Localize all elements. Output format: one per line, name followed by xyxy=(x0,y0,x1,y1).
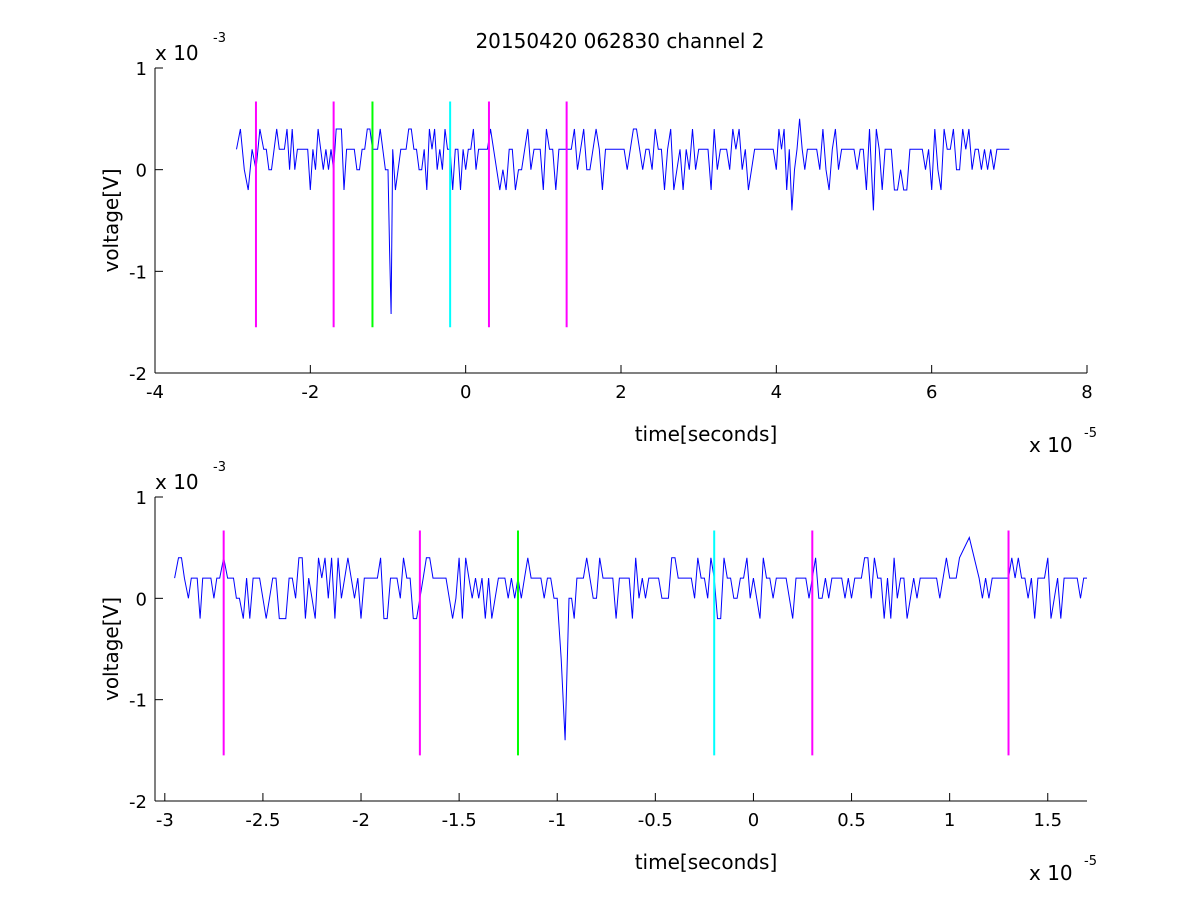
voltage-trace xyxy=(236,118,1010,315)
x-axis-label: time[seconds] xyxy=(635,422,778,446)
x-tick-label: 8 xyxy=(1081,382,1092,403)
x-tick-label: 4 xyxy=(771,382,782,403)
x-tick-label: 1.5 xyxy=(1033,810,1062,831)
x-tick-label: 0 xyxy=(748,810,759,831)
y-tick-label: -2 xyxy=(129,792,147,813)
x-tick-label: 1 xyxy=(944,810,955,831)
y-tick-label: 0 xyxy=(136,589,147,610)
y-exponent: -3 xyxy=(213,31,226,46)
x-tick-label: 6 xyxy=(926,382,937,403)
figure-title: 20150420 062830 channel 2 xyxy=(475,29,764,53)
x-tick-label: -2 xyxy=(301,382,319,403)
y-tick-label: -1 xyxy=(129,262,147,283)
x-tick-label: 0.5 xyxy=(837,810,866,831)
x-axis-label: time[seconds] xyxy=(635,850,778,874)
x-tick-label: -3 xyxy=(156,810,174,831)
x-multiplier: x 10 xyxy=(1029,433,1073,457)
y-multiplier: x 10 xyxy=(155,470,199,494)
x-tick-label: -1.5 xyxy=(442,810,477,831)
y-multiplier: x 10 xyxy=(155,41,199,65)
y-tick-label: 0 xyxy=(136,161,147,182)
y-tick-label: 1 xyxy=(136,488,147,509)
voltage-trace xyxy=(174,536,1087,741)
x-tick-label: -2.5 xyxy=(245,810,280,831)
bottom-plot: -3 -2.5 -2 -1.5 -1 -0.5 0 0.5 1 1.5 -2 -1 0 1 x 10 -3 x … xyxy=(99,460,1097,885)
x-exponent: -5 xyxy=(1084,426,1097,441)
x-multiplier: x 10 xyxy=(1029,861,1073,885)
y-axis-label: voltage[V] xyxy=(99,597,123,701)
y-tick-label: -1 xyxy=(129,691,147,712)
x-tick-label: 0 xyxy=(460,382,471,403)
y-axis-label: voltage[V] xyxy=(99,168,123,272)
y-tick-label: -2 xyxy=(129,364,147,385)
x-tick-label: -2 xyxy=(352,810,370,831)
x-tick-label: 2 xyxy=(615,382,626,403)
x-tick-label: -4 xyxy=(146,382,164,403)
y-exponent: -3 xyxy=(213,460,226,475)
y-tick-label: 1 xyxy=(136,59,147,80)
x-tick-label: -0.5 xyxy=(638,810,673,831)
x-tick-label: -1 xyxy=(548,810,566,831)
x-exponent: -5 xyxy=(1084,854,1097,869)
